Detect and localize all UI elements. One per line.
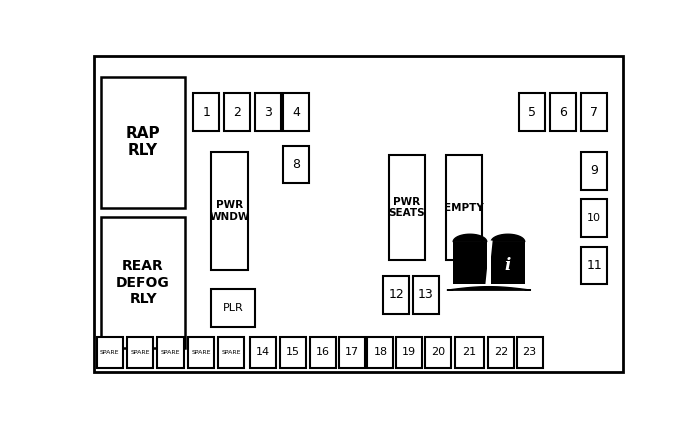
Bar	[193, 93, 219, 131]
Text: 11: 11	[587, 259, 602, 272]
Text: 13: 13	[418, 288, 434, 301]
Text: SPARE: SPARE	[130, 349, 150, 354]
Text: SPARE: SPARE	[191, 349, 211, 354]
Bar	[488, 337, 514, 368]
Bar	[446, 155, 482, 260]
Bar	[97, 337, 122, 368]
Text: 4: 4	[292, 106, 300, 119]
Text: RAP
RLY: RAP RLY	[126, 126, 160, 159]
Bar	[339, 337, 365, 368]
Text: 6: 6	[559, 106, 567, 119]
Text: 22: 22	[494, 347, 508, 357]
Polygon shape	[447, 287, 531, 290]
Text: 3: 3	[264, 106, 272, 119]
Bar	[101, 77, 185, 208]
Bar	[211, 289, 255, 327]
Bar	[581, 247, 607, 285]
Bar	[453, 242, 486, 285]
Bar	[368, 337, 393, 368]
Bar	[251, 337, 276, 368]
Bar	[255, 93, 281, 131]
Polygon shape	[453, 234, 486, 242]
Text: 12: 12	[389, 288, 404, 301]
Bar	[581, 152, 607, 190]
Text: 15: 15	[286, 347, 300, 357]
Text: 21: 21	[463, 347, 477, 357]
Bar	[389, 155, 426, 260]
Bar	[280, 337, 306, 368]
Text: SPARE: SPARE	[161, 349, 181, 354]
Text: 20: 20	[431, 347, 445, 357]
Text: PLR: PLR	[223, 303, 244, 313]
Bar	[101, 218, 185, 348]
Bar	[491, 242, 525, 285]
Text: 5: 5	[528, 106, 536, 119]
Bar	[581, 93, 607, 131]
Text: 19: 19	[402, 347, 416, 357]
Bar	[396, 337, 422, 368]
Text: 2: 2	[233, 106, 242, 119]
Text: 9: 9	[590, 165, 598, 177]
Text: 1: 1	[202, 106, 210, 119]
Bar	[224, 93, 251, 131]
Bar	[581, 199, 607, 237]
Text: PWR
WNDW: PWR WNDW	[209, 200, 250, 222]
Text: PWR
SEATS: PWR SEATS	[389, 197, 426, 218]
Bar	[218, 337, 244, 368]
Bar	[310, 337, 336, 368]
Bar	[455, 337, 484, 368]
Text: 17: 17	[344, 347, 359, 357]
Bar	[383, 276, 410, 314]
Text: 10: 10	[587, 213, 601, 223]
Text: 18: 18	[373, 347, 388, 357]
Text: SPARE: SPARE	[100, 349, 120, 354]
Bar	[550, 93, 576, 131]
Text: EMPTY: EMPTY	[444, 203, 484, 212]
Text: i: i	[505, 257, 511, 274]
Text: SPARE: SPARE	[221, 349, 241, 354]
Bar	[188, 337, 214, 368]
Bar	[519, 93, 545, 131]
Bar	[211, 152, 248, 270]
Bar	[158, 337, 183, 368]
Polygon shape	[491, 234, 525, 242]
Bar	[283, 145, 309, 183]
Text: 16: 16	[316, 347, 330, 357]
Text: 23: 23	[523, 347, 537, 357]
Bar	[283, 93, 309, 131]
Bar	[127, 337, 153, 368]
Text: 14: 14	[256, 347, 270, 357]
Bar	[425, 337, 451, 368]
Text: REAR
DEFOG
RLY: REAR DEFOG RLY	[116, 259, 170, 306]
Bar	[413, 276, 439, 314]
Text: 7: 7	[590, 106, 598, 119]
Bar	[517, 337, 542, 368]
Text: 8: 8	[292, 158, 300, 171]
